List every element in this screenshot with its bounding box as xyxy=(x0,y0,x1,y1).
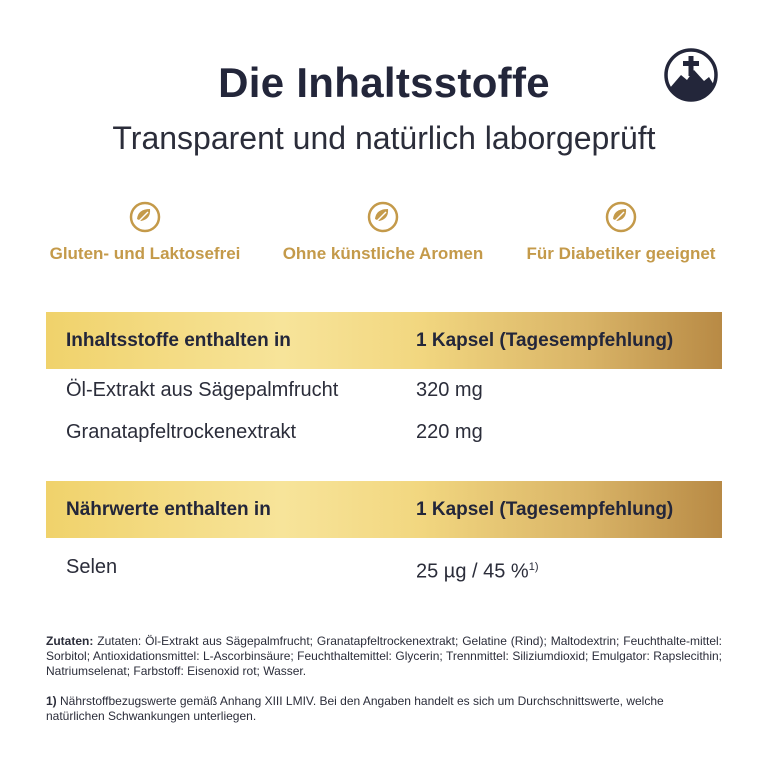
ingredients-label: Zutaten: xyxy=(46,634,94,648)
feature-diabetic-suitable: Für Diabetiker geeignet xyxy=(501,200,741,264)
ingredient-name: Öl-Extrakt aus Sägepalmfrucht xyxy=(66,379,339,401)
ingredient-name: Granatapfeltrockenextrakt xyxy=(66,421,297,443)
ingredients-table-header: Inhaltsstoffe enthalten in 1 Kapsel (Tag… xyxy=(46,312,722,369)
footnote: 1) Nährstoffbezugswerte gemäß Anhang XII… xyxy=(46,694,722,724)
feature-no-artificial-flavors: Ohne künstliche Aromen xyxy=(263,200,503,264)
nutrition-table-header: Nährwerte enthalten in 1 Kapsel (Tagesem… xyxy=(46,481,722,538)
leaf-check-icon xyxy=(605,201,637,233)
leaf-check-icon xyxy=(129,201,161,233)
feature-gluten-lactose-free: Gluten- und Laktosefrei xyxy=(25,200,265,264)
nutrient-amount: 25 µg / 45 %1) xyxy=(416,547,539,592)
ingredients-text: Zutaten: Zutaten: Öl-Extrakt aus Sägepal… xyxy=(46,634,722,679)
nutrient-amount-value: 25 µg / 45 % xyxy=(416,560,529,583)
header-col-per-capsule: 1 Kapsel (Tagesempfehlung) xyxy=(416,330,674,351)
feature-label: Gluten- und Laktosefrei xyxy=(49,244,241,263)
page-subtitle: Transparent und natürlich laborgeprüft xyxy=(112,120,656,156)
footnote-ref: 1) xyxy=(528,561,539,573)
header-col-ingredients: Inhaltsstoffe enthalten in xyxy=(66,330,291,351)
table-row: Selen 25 µg / 45 %1) xyxy=(46,547,722,587)
ingredient-amount: 220 mg xyxy=(416,421,483,443)
feature-label: Ohne künstliche Aromen xyxy=(282,244,484,263)
mountain-cross-icon xyxy=(664,48,718,102)
page-title: Die Inhaltsstoffe xyxy=(218,59,550,106)
leaf-check-icon xyxy=(367,201,399,233)
nutrient-name: Selen xyxy=(66,556,118,578)
table-row: Granatapfeltrockenextrakt 220 mg xyxy=(46,412,722,452)
header-col-nutrients: Nährwerte enthalten in xyxy=(66,499,271,520)
table-row: Öl-Extrakt aus Sägepalmfrucht 320 mg xyxy=(46,370,722,410)
ingredients-body: Zutaten: Öl-Extrakt aus Sägepalmfrucht; … xyxy=(46,634,722,678)
feature-list: Gluten- und Laktosefrei Ohne künstliche … xyxy=(0,200,768,280)
footnote-marker: 1) xyxy=(46,694,57,708)
feature-label: Für Diabetiker geeignet xyxy=(526,244,716,263)
footnote-text: Nährstoffbezugswerte gemäß Anhang XIII L… xyxy=(46,694,664,723)
header-col-per-capsule: 1 Kapsel (Tagesempfehlung) xyxy=(416,499,674,520)
ingredient-amount: 320 mg xyxy=(416,379,483,401)
